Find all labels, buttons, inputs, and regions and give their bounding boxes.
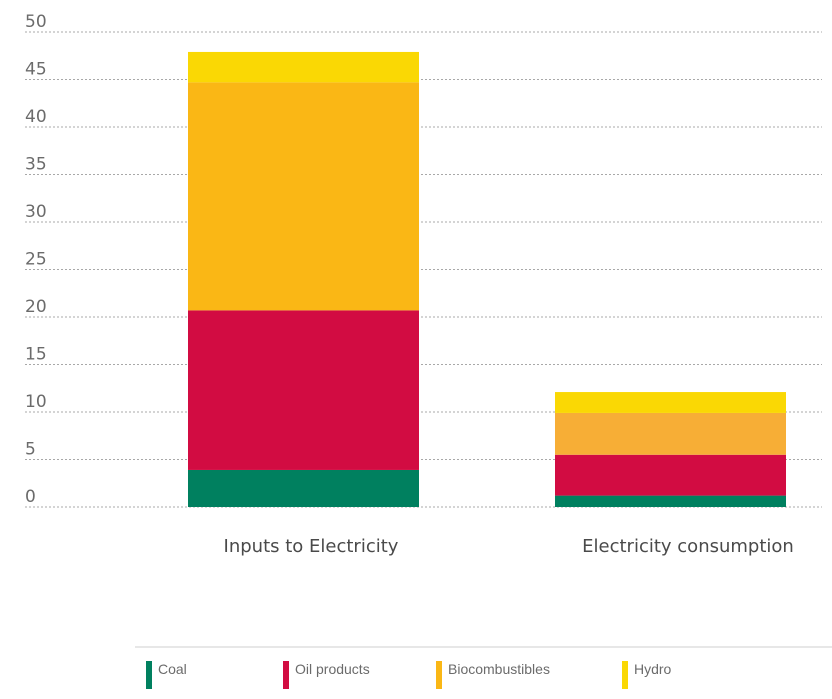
y-tick-label: 0 xyxy=(25,487,36,507)
legend: Coal Oil products Biocombustibles Hydro xyxy=(146,661,672,689)
bar-segment-coal xyxy=(188,469,419,507)
bars xyxy=(188,51,786,507)
y-tick-label: 10 xyxy=(25,392,47,412)
bar-segment-biocombustibles xyxy=(188,82,419,311)
y-tick-label: 45 xyxy=(25,60,47,80)
bar-segment-hydro xyxy=(188,51,419,83)
bar-segment-biocombustibles xyxy=(555,412,786,455)
bar-segment-oil-products xyxy=(555,454,786,496)
legend-label: Biocombustibles xyxy=(448,661,550,677)
bar-segment-hydro xyxy=(555,392,786,413)
y-tick-label: 35 xyxy=(25,155,47,175)
legend-swatch xyxy=(283,661,289,689)
y-tick-label: 25 xyxy=(25,250,47,270)
x-category-label: Electricity consumption xyxy=(582,536,794,557)
legend-swatch xyxy=(146,661,152,689)
legend-swatch xyxy=(436,661,442,689)
bar-segment-oil-products xyxy=(188,310,419,470)
y-tick-label: 30 xyxy=(25,202,47,222)
y-tick-label: 40 xyxy=(25,107,47,127)
y-axis-ticks: 0 5 10 15 20 25 30 35 40 45 50 xyxy=(25,12,47,507)
y-tick-label: 20 xyxy=(25,297,47,317)
legend-swatch xyxy=(622,661,628,689)
legend-label: Oil products xyxy=(295,661,370,677)
y-tick-label: 5 xyxy=(25,440,36,460)
legend-label: Coal xyxy=(158,661,187,677)
x-category-label: Inputs to Electricity xyxy=(224,536,399,557)
x-axis-labels: Inputs to Electricity Electricity consump… xyxy=(224,536,794,557)
y-tick-label: 15 xyxy=(25,345,47,365)
y-tick-label: 50 xyxy=(25,12,47,32)
bar-segment-coal xyxy=(555,495,786,507)
legend-label: Hydro xyxy=(634,661,672,677)
